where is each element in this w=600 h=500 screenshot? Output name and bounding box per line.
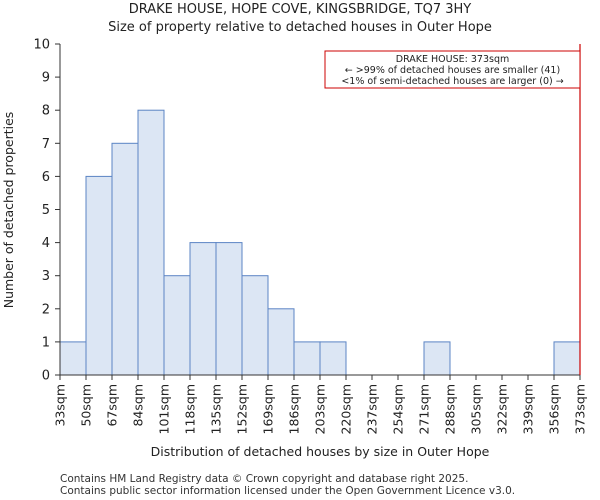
- x-axis-label: Distribution of detached houses by size …: [151, 444, 490, 459]
- x-tick-label: 135sqm: [209, 384, 224, 434]
- y-tick-label: 1: [42, 335, 50, 350]
- x-tick-label: 288sqm: [443, 384, 458, 434]
- x-tick-label: 373sqm: [573, 384, 588, 434]
- x-tick-label: 84sqm: [131, 384, 146, 427]
- x-tick-label: 152sqm: [235, 384, 250, 434]
- x-tick-label: 271sqm: [417, 384, 432, 434]
- x-tick-label: 169sqm: [261, 384, 276, 434]
- bar: [241, 275, 269, 376]
- x-tick-label: 186sqm: [287, 384, 302, 434]
- y-tick-label: 7: [42, 137, 50, 152]
- x-tick-label: 118sqm: [183, 384, 198, 434]
- y-tick-label: 3: [42, 269, 50, 284]
- footer-line-1: Contains HM Land Registry data © Crown c…: [60, 473, 469, 485]
- chart-subtitle: Size of property relative to detached ho…: [108, 20, 492, 35]
- bar: [137, 109, 165, 376]
- bar: [423, 341, 451, 376]
- x-tick-label: 237sqm: [365, 384, 380, 434]
- bar: [111, 142, 139, 376]
- bar: [59, 341, 87, 376]
- bar: [85, 175, 113, 376]
- y-tick-label: 4: [42, 236, 50, 251]
- annotation-line: <1% of semi-detached houses are larger (…: [341, 76, 563, 87]
- x-tick-label: 356sqm: [547, 384, 562, 434]
- marker-group: DRAKE HOUSE: 373sqm← >99% of detached ho…: [324, 44, 581, 375]
- x-tick-label: 254sqm: [391, 384, 406, 434]
- x-tick-label: 203sqm: [313, 384, 328, 434]
- x-tick-label: 339sqm: [521, 384, 536, 434]
- x-tick-label: 33sqm: [53, 384, 68, 427]
- annotation-box: [324, 50, 581, 89]
- bar: [319, 341, 347, 376]
- bars-group: [59, 109, 581, 376]
- x-tick-label: 50sqm: [79, 384, 94, 427]
- x-tick-label: 220sqm: [339, 384, 354, 434]
- y-tick-label: 2: [42, 302, 50, 317]
- y-tick-label: 0: [42, 369, 50, 384]
- chart-title: DRAKE HOUSE, HOPE COVE, KINGSBRIDGE, TQ7…: [128, 2, 472, 17]
- y-tick-label: 9: [42, 71, 50, 86]
- y-tick-label: 10: [33, 38, 50, 53]
- bar: [293, 341, 321, 376]
- x-tick-label: 305sqm: [469, 384, 484, 434]
- bar: [267, 308, 295, 376]
- bar: [553, 341, 581, 376]
- bar: [215, 242, 243, 376]
- x-tick-label: 67sqm: [105, 384, 120, 427]
- y-tick-label: 5: [42, 203, 50, 218]
- x-tick-label: 101sqm: [157, 384, 172, 434]
- bar: [189, 242, 217, 376]
- x-tick-label: 322sqm: [495, 384, 510, 434]
- annotation-line: ← >99% of detached houses are smaller (4…: [345, 65, 560, 76]
- annotation-line: DRAKE HOUSE: 373sqm: [396, 54, 509, 65]
- y-tick-label: 6: [42, 170, 50, 185]
- footer-line-2: Contains public sector information licen…: [60, 485, 516, 497]
- y-axis-label: Number of detached properties: [1, 112, 16, 309]
- axes-group: 0 1 2 3 4 5 6 7 8 9 10 33sqm 50sqm 67sqm 84sqm 101sqm 11…: [33, 38, 587, 435]
- y-tick-label: 8: [42, 104, 50, 119]
- bar: [163, 275, 191, 376]
